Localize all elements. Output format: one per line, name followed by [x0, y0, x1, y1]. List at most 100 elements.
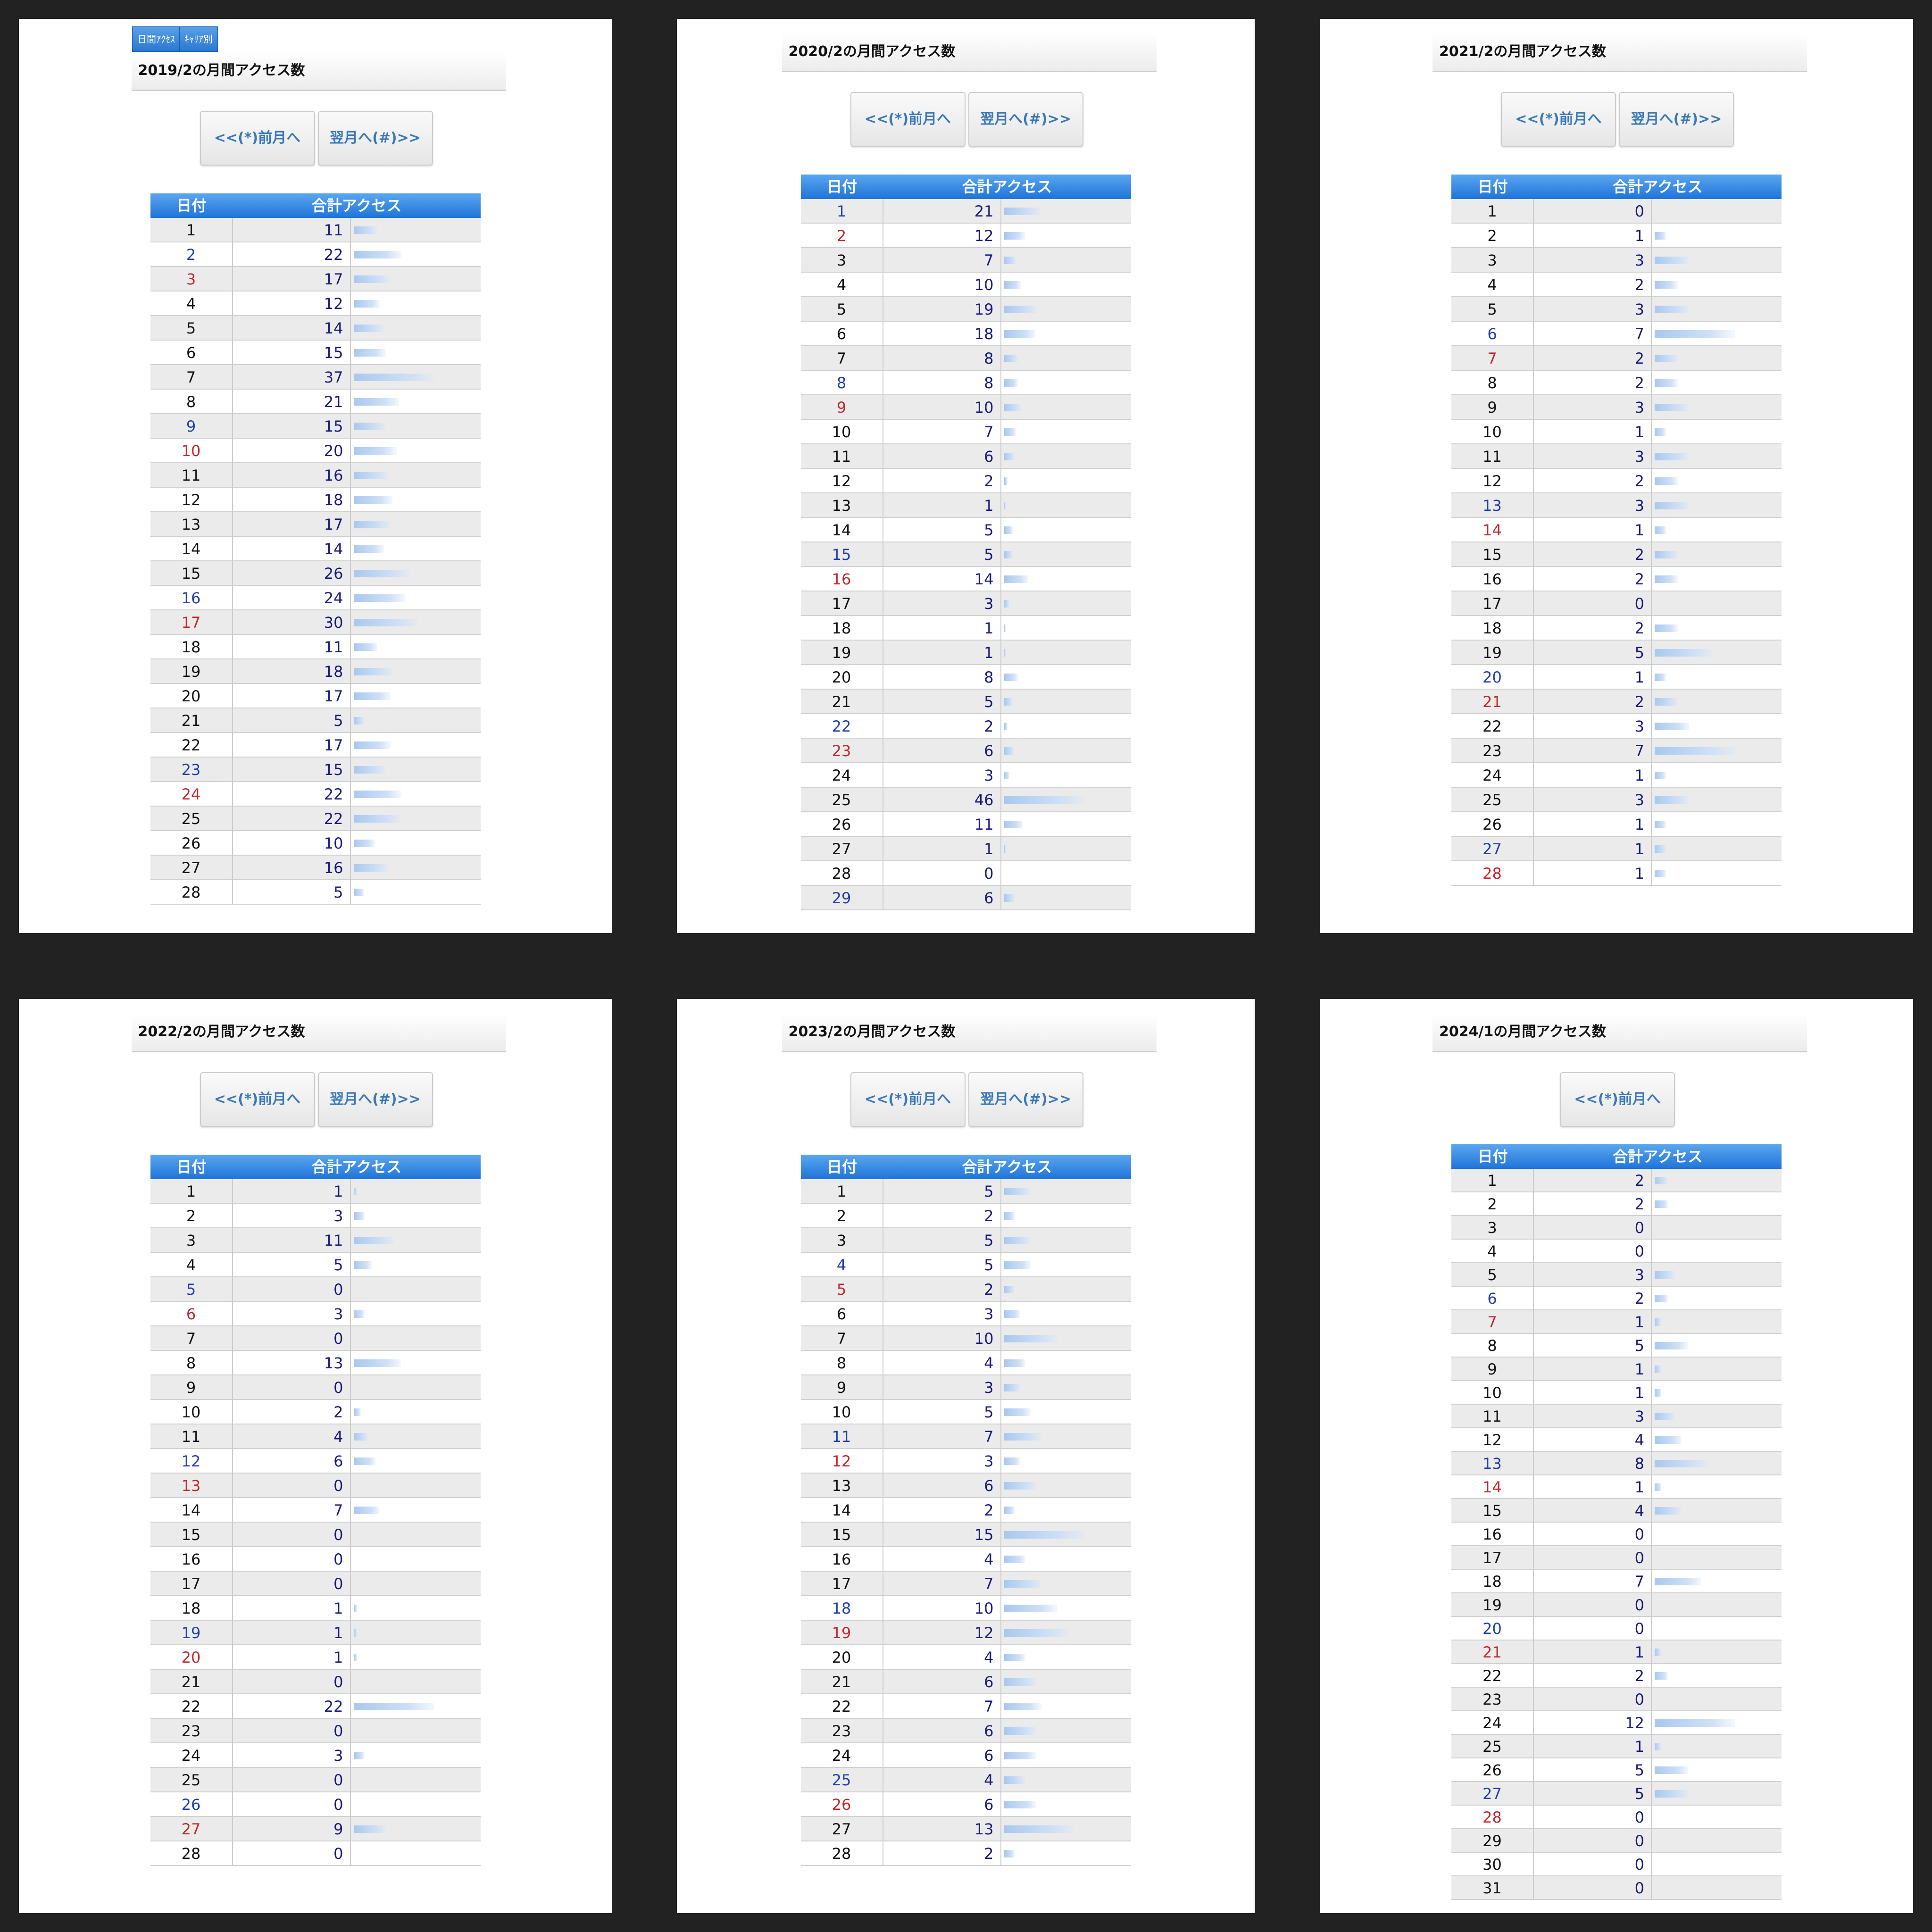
next-button[interactable]: 翌月へ(#)>>: [317, 111, 433, 166]
table-row: [800, 591, 1131, 616]
table-row: [800, 1204, 1131, 1228]
table-row: [1451, 567, 1782, 591]
access-bar: [1655, 575, 1678, 583]
page-view: 日間ｱｸｾｽ ｷｬﾘｱ別 2019/2の月間アクセス数 <<(*)前月へ 翌月へ(#)>…: [19, 19, 612, 933]
table-row: [150, 316, 481, 341]
table-row: [1451, 714, 1782, 739]
count-cell: 0: [1534, 1688, 1652, 1711]
screenshot-panel: 2023/2の月間アクセス数 <<(*)前月へ 翌月へ(#)>> 日付 合計アクセス 1 5…: [658, 980, 1274, 1932]
table-row: [800, 1277, 1131, 1302]
access-bar: [353, 1703, 434, 1710]
count-cell: 2: [1534, 273, 1652, 297]
day-cell: 13: [801, 493, 883, 518]
access-bar: [1655, 404, 1689, 411]
access-bar: [1004, 1261, 1031, 1269]
table-row: [800, 518, 1131, 542]
day-cell: 3: [1451, 248, 1534, 273]
count-cell: 0: [1534, 1876, 1652, 1900]
access-bar: [353, 1188, 358, 1195]
table-row: [800, 1424, 1131, 1449]
day-cell: 11: [801, 444, 883, 469]
day-cell: 20: [801, 1645, 883, 1670]
day-cell: 18: [150, 1596, 233, 1621]
day-cell: 23: [801, 739, 883, 763]
count-cell: 37: [233, 365, 351, 390]
count-cell: 11: [233, 218, 351, 242]
count-cell: 2: [1534, 1664, 1652, 1688]
count-cell: 1: [883, 493, 1001, 518]
count-cell: 6: [883, 1719, 1001, 1743]
table-row: [800, 1719, 1131, 1743]
access-bar: [1004, 1629, 1068, 1637]
count-cell: 1: [1534, 1475, 1652, 1499]
day-cell: 23: [1451, 1688, 1534, 1711]
tab[interactable]: 日間ｱｸｾｽ: [132, 26, 180, 52]
day-cell: 13: [1451, 493, 1534, 518]
count-cell: 2: [1534, 542, 1652, 567]
next-button[interactable]: 翌月へ(#)>>: [968, 92, 1083, 147]
count-cell: 6: [883, 1474, 1001, 1498]
count-cell: 5: [883, 1400, 1001, 1424]
count-cell: 3: [883, 1375, 1001, 1400]
prev-button[interactable]: <<(*)前月へ: [200, 111, 315, 166]
next-button[interactable]: 翌月へ(#)>>: [968, 1072, 1083, 1127]
table-row: [150, 586, 481, 610]
table-row: [800, 812, 1131, 837]
table-row: [1451, 1641, 1782, 1664]
access-bar: [353, 594, 406, 602]
table-row: [800, 1694, 1131, 1719]
table-row: [1451, 1405, 1782, 1428]
prev-button[interactable]: <<(*)前月へ: [850, 1072, 966, 1127]
day-cell: 10: [150, 439, 233, 463]
count-cell: 0: [883, 861, 1001, 886]
prev-button[interactable]: <<(*)前月へ: [200, 1072, 315, 1127]
header-date: 日付: [800, 175, 883, 199]
table-row: [800, 1449, 1131, 1474]
count-cell: 8: [883, 346, 1001, 371]
access-bar: [1004, 821, 1024, 828]
table-row: [150, 1743, 481, 1768]
count-cell: 2: [1534, 690, 1652, 714]
day-cell: 14: [801, 518, 883, 542]
access-bar: [1655, 551, 1678, 558]
access-bar: [1004, 1384, 1020, 1391]
access-bar: [353, 496, 393, 504]
prev-button[interactable]: <<(*)前月へ: [850, 92, 966, 147]
day-cell: 7: [801, 346, 883, 371]
table-row: [800, 1743, 1131, 1768]
table-row: [150, 1572, 481, 1596]
day-cell: 10: [1451, 1381, 1534, 1405]
access-bar: [1004, 674, 1018, 681]
next-button[interactable]: 翌月へ(#)>>: [1619, 92, 1734, 147]
day-cell: 5: [1451, 1263, 1534, 1287]
count-cell: 0: [233, 1841, 351, 1866]
page-view: 2024/1の月間アクセス数 <<(*)前月へ 日付 合計アクセス 1 2 2 2 3 0 4 0 5 3…: [1320, 999, 1913, 1913]
table-row: [800, 714, 1131, 739]
table-row: [150, 561, 481, 586]
count-cell: 17: [233, 512, 351, 537]
table-row: [150, 684, 481, 708]
next-button[interactable]: 翌月へ(#)>>: [317, 1072, 433, 1127]
access-bar: [1004, 796, 1084, 804]
day-cell: 9: [150, 414, 233, 439]
day-cell: 30: [1451, 1853, 1534, 1876]
count-cell: 0: [233, 1474, 351, 1498]
day-cell: 1: [1451, 199, 1534, 224]
count-cell: 10: [883, 1326, 1001, 1351]
count-cell: 0: [1534, 1806, 1652, 1829]
access-bar: [1004, 845, 1006, 853]
count-cell: 17: [233, 684, 351, 708]
count-cell: 1: [233, 1179, 351, 1204]
access-bar: [1004, 1531, 1084, 1539]
tab[interactable]: ｷｬﾘｱ別: [179, 26, 218, 52]
count-cell: 1: [1534, 763, 1652, 788]
day-cell: 5: [1451, 297, 1534, 322]
access-bar: [1655, 1790, 1688, 1798]
day-cell: 15: [150, 1523, 233, 1547]
access-bar: [353, 668, 393, 675]
prev-button[interactable]: <<(*)前月へ: [1560, 1072, 1675, 1127]
table-row: [150, 1670, 481, 1694]
prev-button[interactable]: <<(*)前月へ: [1501, 92, 1616, 147]
count-cell: 5: [1534, 1334, 1652, 1357]
table-row: [150, 341, 481, 365]
